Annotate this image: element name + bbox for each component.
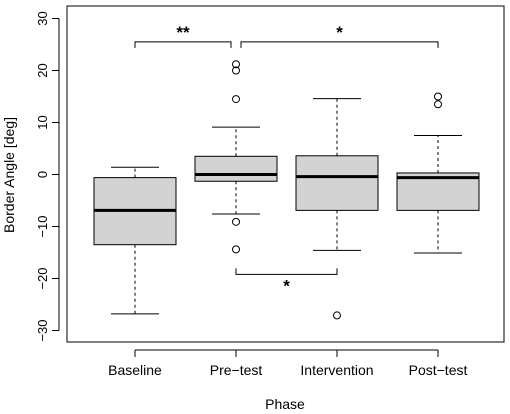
y-tick-label: 20 (35, 63, 50, 77)
outlier-point (232, 217, 240, 226)
x-tick-label: Post−test (409, 362, 468, 378)
iqr-box (396, 172, 480, 211)
y-tick-label: 30 (35, 11, 50, 25)
bracket-line (240, 41, 439, 48)
iqr-box (194, 155, 278, 182)
significance-bracket-2: * (240, 23, 439, 48)
x-tick-label: Pre−test (210, 362, 263, 378)
significance-bracket-3: * (235, 268, 338, 295)
significance-bracket-1: ** (134, 23, 232, 48)
outlier-point (232, 60, 240, 69)
box-2 (194, 60, 278, 254)
y-tick-label: 10 (35, 115, 50, 129)
y-tick-label: −30 (35, 319, 50, 341)
boxes (93, 60, 480, 320)
y-axis-title: Border Angle [deg] (1, 117, 17, 233)
box-3 (295, 98, 379, 320)
significance-label: * (336, 23, 343, 42)
x-axis: Baseline Pre−test Intervention Post−test (108, 349, 468, 378)
outlier-point (434, 92, 442, 101)
outlier-point (333, 311, 341, 320)
x-tick-label: Baseline (108, 362, 162, 378)
outlier-point (232, 245, 240, 254)
outlier-point (232, 66, 240, 75)
iqr-box (295, 155, 379, 211)
outlier-point (232, 95, 240, 104)
x-tick-label: Intervention (300, 362, 373, 378)
y-tick-label: −10 (35, 215, 50, 237)
box-1 (93, 166, 177, 315)
y-tick-label: −20 (35, 267, 50, 289)
y-tick-label: 0 (35, 171, 50, 178)
bracket-line (134, 41, 232, 48)
outlier-point (434, 100, 442, 109)
bracket-line (235, 268, 338, 275)
box-4 (396, 92, 480, 254)
significance-label: * (283, 276, 290, 295)
significance-label: ** (176, 23, 190, 42)
significance-annotations: ** ** (134, 23, 439, 295)
plot-frame (66, 5, 505, 343)
x-axis-title: Phase (265, 396, 305, 412)
y-axis: −30 −20 −10 0 10 20 30 (35, 11, 60, 342)
